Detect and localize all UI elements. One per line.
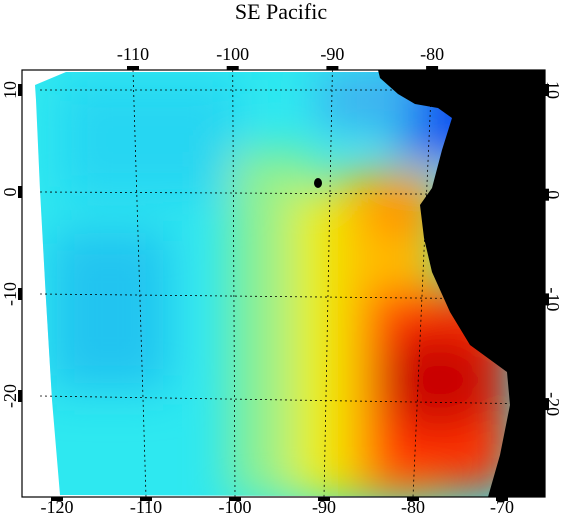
bottom-tick-label: -110 (130, 497, 162, 516)
right-tick-label: 0 (543, 190, 562, 199)
top-tick-label: -100 (216, 44, 249, 64)
map-title: SE Pacific (235, 0, 327, 24)
grid-line (412, 69, 433, 498)
bottom-tick-label: -120 (41, 497, 74, 516)
axes: -110 -100 -90 -80-120 -110 -100 -90 -80 -70100-1… (0, 44, 562, 516)
right-tick-label: 10 (543, 81, 562, 99)
bottom-tick-label: -70 (490, 497, 514, 516)
left-tick-label: 0 (0, 188, 20, 197)
grid-line (39, 191, 546, 196)
grid-line (39, 395, 546, 405)
right-tick-label: -20 (543, 392, 562, 416)
left-tick-label: -10 (0, 282, 20, 306)
grid-line (39, 293, 546, 300)
bottom-tick-label: -90 (312, 497, 336, 516)
right-tick-label: -10 (543, 287, 562, 311)
top-tick-label: -80 (420, 44, 444, 64)
grid-line (232, 69, 236, 498)
grid-line (132, 69, 147, 498)
left-tick-label: 10 (0, 81, 20, 99)
frame (21, 69, 546, 498)
bottom-tick-label: -80 (401, 497, 425, 516)
left-tick-label: -20 (0, 384, 20, 408)
grid-line (323, 69, 333, 498)
land (378, 70, 545, 497)
bottom-tick-label: -100 (219, 497, 252, 516)
top-tick-label: -110 (117, 44, 149, 64)
island (314, 178, 322, 188)
top-tick-label: -90 (320, 44, 344, 64)
